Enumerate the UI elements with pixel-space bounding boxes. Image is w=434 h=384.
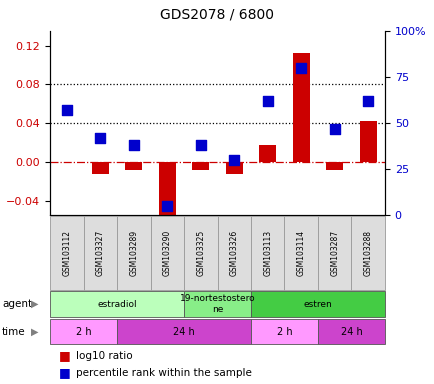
Text: GDS2078 / 6800: GDS2078 / 6800 bbox=[160, 8, 274, 22]
Text: ▶: ▶ bbox=[31, 327, 39, 337]
Text: GSM103288: GSM103288 bbox=[363, 230, 372, 276]
Bar bbox=[225, 162, 242, 174]
Text: GSM103327: GSM103327 bbox=[95, 230, 105, 276]
Text: 2 h: 2 h bbox=[76, 327, 91, 337]
Text: 2 h: 2 h bbox=[276, 327, 292, 337]
Text: 19-nortestostero
ne: 19-nortestostero ne bbox=[179, 295, 255, 314]
Point bbox=[230, 157, 237, 163]
Text: ▶: ▶ bbox=[31, 299, 39, 309]
Bar bbox=[292, 53, 309, 162]
Text: GSM103325: GSM103325 bbox=[196, 230, 205, 276]
FancyBboxPatch shape bbox=[317, 319, 384, 344]
Text: GSM103287: GSM103287 bbox=[329, 230, 339, 276]
FancyBboxPatch shape bbox=[317, 216, 351, 290]
Point bbox=[364, 98, 371, 104]
Point bbox=[164, 203, 171, 209]
Text: GSM103289: GSM103289 bbox=[129, 230, 138, 276]
Point bbox=[130, 142, 137, 149]
Text: time: time bbox=[2, 327, 26, 337]
FancyBboxPatch shape bbox=[50, 291, 184, 317]
Text: estren: estren bbox=[303, 300, 332, 309]
FancyBboxPatch shape bbox=[184, 216, 217, 290]
Point bbox=[297, 65, 304, 71]
FancyBboxPatch shape bbox=[117, 319, 250, 344]
Text: GSM103112: GSM103112 bbox=[62, 230, 71, 276]
FancyBboxPatch shape bbox=[184, 291, 250, 317]
Point bbox=[97, 135, 104, 141]
FancyBboxPatch shape bbox=[117, 216, 150, 290]
Text: GSM103326: GSM103326 bbox=[229, 230, 238, 276]
Point bbox=[63, 107, 70, 113]
Text: GSM103113: GSM103113 bbox=[263, 230, 272, 276]
Bar bbox=[359, 121, 376, 162]
Text: ■: ■ bbox=[59, 366, 70, 379]
Bar bbox=[326, 162, 342, 170]
FancyBboxPatch shape bbox=[351, 216, 384, 290]
Text: 24 h: 24 h bbox=[173, 327, 194, 337]
Bar bbox=[192, 162, 209, 170]
Bar bbox=[125, 162, 142, 170]
FancyBboxPatch shape bbox=[50, 216, 83, 290]
Point bbox=[197, 142, 204, 149]
Bar bbox=[158, 162, 175, 215]
Text: 24 h: 24 h bbox=[340, 327, 362, 337]
FancyBboxPatch shape bbox=[83, 216, 117, 290]
Bar bbox=[259, 145, 276, 162]
FancyBboxPatch shape bbox=[250, 319, 317, 344]
Bar bbox=[92, 162, 108, 174]
Text: log10 ratio: log10 ratio bbox=[76, 351, 132, 361]
Point bbox=[331, 126, 338, 132]
FancyBboxPatch shape bbox=[150, 216, 184, 290]
Text: ■: ■ bbox=[59, 349, 70, 362]
FancyBboxPatch shape bbox=[250, 216, 284, 290]
FancyBboxPatch shape bbox=[50, 319, 117, 344]
Text: estradiol: estradiol bbox=[97, 300, 137, 309]
FancyBboxPatch shape bbox=[217, 216, 250, 290]
Text: percentile rank within the sample: percentile rank within the sample bbox=[76, 368, 251, 378]
Point bbox=[264, 98, 271, 104]
Text: GSM103290: GSM103290 bbox=[162, 230, 171, 276]
Text: agent: agent bbox=[2, 299, 32, 309]
FancyBboxPatch shape bbox=[284, 216, 317, 290]
Text: GSM103114: GSM103114 bbox=[296, 230, 305, 276]
FancyBboxPatch shape bbox=[250, 291, 384, 317]
